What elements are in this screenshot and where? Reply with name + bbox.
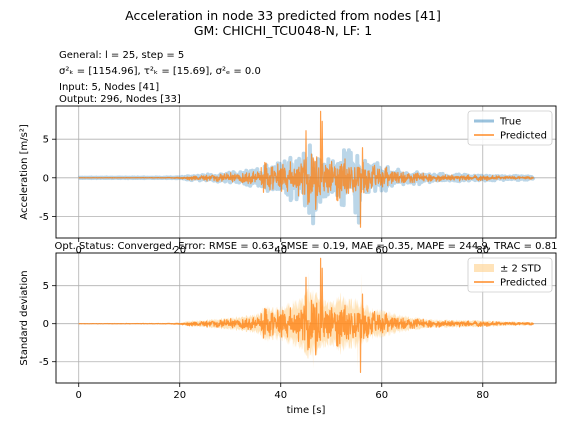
legend-swatch-band bbox=[474, 264, 494, 272]
x-tick-label: 0 bbox=[76, 390, 82, 401]
figure-title: Acceleration in node 33 predicted from n… bbox=[125, 8, 441, 23]
x-axis-label: time [s] bbox=[287, 405, 326, 416]
plot-frame bbox=[55, 105, 557, 239]
x-tick-label: 40 bbox=[274, 390, 287, 401]
plot-title: Opt. Status: Converged, Error: RMSE = 0.… bbox=[55, 241, 558, 252]
legend-label: True bbox=[499, 117, 521, 128]
legend-label: ± 2 STD bbox=[500, 264, 542, 275]
plot-frame bbox=[55, 252, 557, 384]
x-tick-label: 0 bbox=[76, 245, 82, 256]
y-tick-label: 5 bbox=[43, 281, 49, 292]
info-input: Input: 5, Nodes [41] bbox=[59, 82, 160, 93]
y-tick-label: 0 bbox=[43, 173, 49, 184]
y-tick-label: 0 bbox=[43, 319, 49, 330]
legend-box bbox=[467, 110, 553, 146]
info-sigma: σ²ₖ = [1154.96], τ²ₖ = [15.69], σ²ₑ = 0.… bbox=[59, 66, 261, 77]
y-tick-label: 5 bbox=[43, 135, 49, 146]
y-tick-label: -5 bbox=[39, 212, 49, 223]
x-tick-label: 80 bbox=[476, 390, 489, 401]
x-tick-label: 60 bbox=[375, 390, 388, 401]
plot-series-group bbox=[77, 110, 536, 228]
x-tick-label: 80 bbox=[476, 245, 489, 256]
info-general: General: l = 25, step = 5 bbox=[59, 50, 185, 61]
y-tick-label: -5 bbox=[39, 357, 49, 368]
x-tick-label: 20 bbox=[173, 390, 186, 401]
info-output: Output: 296, Nodes [33] bbox=[59, 94, 181, 105]
x-tick-label: 40 bbox=[274, 245, 287, 256]
series-line-predicted bbox=[78, 257, 534, 373]
y-axis-label: Standard deviation bbox=[19, 270, 30, 365]
legend-label: Predicted bbox=[500, 131, 547, 142]
series-line-predicted bbox=[78, 110, 534, 228]
y-axis-label: Acceleration [m/s²] bbox=[19, 124, 30, 220]
x-tick-label: 60 bbox=[375, 245, 388, 256]
plot-series-group bbox=[78, 257, 534, 373]
figure-subtitle: GM: CHICHI_TCU048-N, LF: 1 bbox=[193, 23, 373, 38]
x-tick-label: 20 bbox=[173, 245, 186, 256]
legend-label: Predicted bbox=[500, 278, 547, 289]
